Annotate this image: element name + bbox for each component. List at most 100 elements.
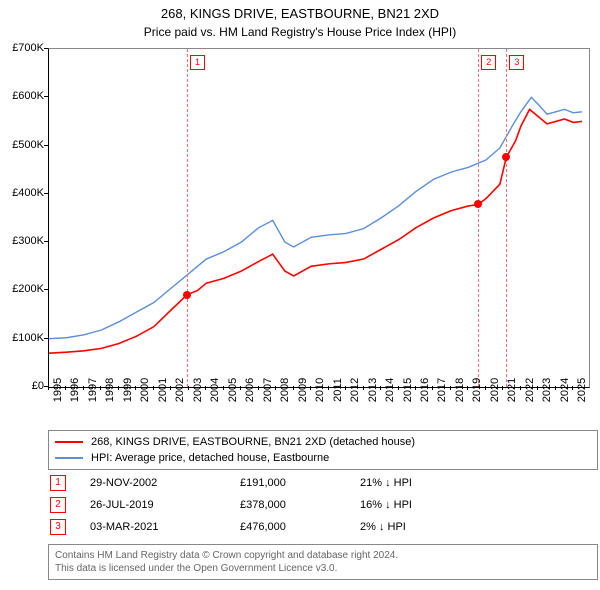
x-tick-label: 1999 — [122, 378, 134, 402]
y-tick-label: £600K — [12, 90, 44, 102]
sale-date-2: 26-JUL-2019 — [90, 499, 240, 511]
sale-diff-2: 16% ↓ HPI — [360, 499, 480, 511]
footer-line2: This data is licensed under the Open Gov… — [55, 562, 591, 575]
x-tick-label: 2014 — [384, 378, 396, 402]
sale-row-3: 3 03-MAR-2021 £476,000 2% ↓ HPI — [48, 516, 584, 538]
series-hpi — [49, 97, 582, 338]
y-tick — [44, 241, 48, 242]
legend-item-hpi: HPI: Average price, detached house, East… — [55, 450, 591, 466]
y-tick-label: £400K — [12, 187, 44, 199]
x-tick-label: 2025 — [576, 378, 588, 402]
x-tick-label: 2020 — [489, 378, 501, 402]
x-tick — [100, 386, 101, 390]
y-tick-label: £100K — [12, 332, 44, 344]
x-tick — [65, 386, 66, 390]
x-tick — [293, 386, 294, 390]
x-tick-label: 2009 — [297, 378, 309, 402]
x-tick — [240, 386, 241, 390]
sale-date-1: 29-NOV-2002 — [90, 477, 240, 489]
chart-title-line2: Price paid vs. HM Land Registry's House … — [0, 23, 600, 39]
y-tick — [44, 289, 48, 290]
x-tick-label: 2015 — [402, 378, 414, 402]
sale-marker-box: 2 — [481, 55, 496, 70]
chart-container: 268, KINGS DRIVE, EASTBOURNE, BN21 2XD P… — [0, 0, 600, 590]
x-tick-label: 2006 — [244, 378, 256, 402]
x-tick — [275, 386, 276, 390]
x-tick — [467, 386, 468, 390]
sale-marker-box: 3 — [509, 55, 524, 70]
sale-diff-3: 2% ↓ HPI — [360, 521, 480, 533]
x-tick — [310, 386, 311, 390]
x-tick-label: 2023 — [541, 378, 553, 402]
x-tick-label: 1996 — [69, 378, 81, 402]
x-tick — [363, 386, 364, 390]
y-tick — [44, 338, 48, 339]
attribution: Contains HM Land Registry data © Crown c… — [48, 544, 598, 580]
x-tick — [450, 386, 451, 390]
x-tick-label: 2013 — [367, 378, 379, 402]
legend-item-price: 268, KINGS DRIVE, EASTBOURNE, BN21 2XD (… — [55, 434, 591, 450]
sale-vline — [506, 49, 507, 387]
x-tick-label: 2007 — [262, 378, 274, 402]
x-tick — [537, 386, 538, 390]
x-tick-label: 1997 — [87, 378, 99, 402]
sale-price-1: £191,000 — [240, 477, 360, 489]
legend-label-hpi: HPI: Average price, detached house, East… — [91, 452, 329, 464]
y-tick-label: £200K — [12, 283, 44, 295]
x-tick-label: 1995 — [52, 378, 64, 402]
x-tick — [432, 386, 433, 390]
x-tick-label: 2005 — [227, 378, 239, 402]
y-tick — [44, 48, 48, 49]
sale-row-1: 1 29-NOV-2002 £191,000 21% ↓ HPI — [48, 472, 584, 494]
x-tick — [415, 386, 416, 390]
x-tick-label: 2024 — [559, 378, 571, 402]
x-tick — [223, 386, 224, 390]
sale-dot — [474, 200, 482, 208]
y-tick-label: £500K — [12, 139, 44, 151]
sale-vline — [478, 49, 479, 387]
x-tick — [258, 386, 259, 390]
sale-marker-1: 1 — [50, 475, 66, 491]
x-tick — [188, 386, 189, 390]
sales-table: 1 29-NOV-2002 £191,000 21% ↓ HPI 2 26-JU… — [48, 472, 584, 538]
x-tick — [328, 386, 329, 390]
legend-label-price: 268, KINGS DRIVE, EASTBOURNE, BN21 2XD (… — [91, 436, 415, 448]
footer-line1: Contains HM Land Registry data © Crown c… — [55, 549, 591, 562]
sale-price-3: £476,000 — [240, 521, 360, 533]
x-tick — [485, 386, 486, 390]
sale-date-3: 03-MAR-2021 — [90, 521, 240, 533]
x-tick-label: 2000 — [139, 378, 151, 402]
y-tick-label: £0 — [32, 380, 44, 392]
sale-marker-2: 2 — [50, 497, 66, 513]
y-tick-label: £700K — [12, 42, 44, 54]
sale-vline — [187, 49, 188, 387]
x-tick — [572, 386, 573, 390]
x-tick-label: 2019 — [471, 378, 483, 402]
x-tick — [48, 386, 49, 390]
chart-svg — [49, 49, 589, 387]
x-tick-label: 2012 — [349, 378, 361, 402]
legend-swatch-price — [55, 441, 83, 443]
x-tick-label: 2016 — [419, 378, 431, 402]
x-tick — [118, 386, 119, 390]
y-tick — [44, 193, 48, 194]
x-tick-label: 2008 — [279, 378, 291, 402]
sale-row-2: 2 26-JUL-2019 £378,000 16% ↓ HPI — [48, 494, 584, 516]
sale-marker-box: 1 — [190, 55, 205, 70]
x-tick — [502, 386, 503, 390]
sale-marker-3: 3 — [50, 519, 66, 535]
sale-dot — [502, 153, 510, 161]
x-tick-label: 2017 — [436, 378, 448, 402]
x-tick — [398, 386, 399, 390]
x-tick-label: 2004 — [209, 378, 221, 402]
x-tick-label: 2010 — [314, 378, 326, 402]
x-tick — [153, 386, 154, 390]
x-tick-label: 2011 — [332, 378, 344, 402]
y-tick-label: £300K — [12, 235, 44, 247]
sale-price-2: £378,000 — [240, 499, 360, 511]
sale-diff-1: 21% ↓ HPI — [360, 477, 480, 489]
y-tick — [44, 96, 48, 97]
chart-title-line1: 268, KINGS DRIVE, EASTBOURNE, BN21 2XD — [0, 0, 600, 23]
x-tick-label: 2001 — [157, 378, 169, 402]
sale-dot — [183, 291, 191, 299]
